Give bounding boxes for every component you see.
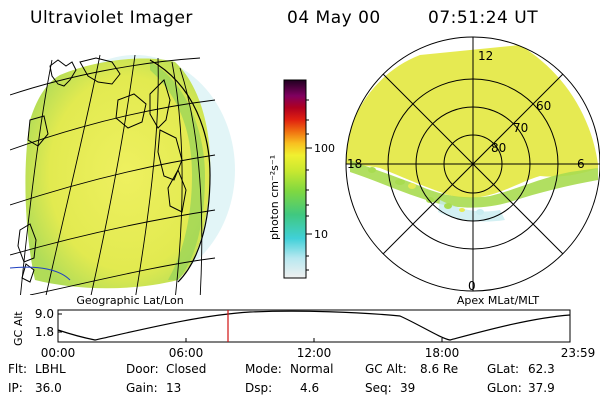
mlat-label-70: 70	[513, 121, 528, 135]
mlt-label-0: 0	[468, 279, 476, 293]
mlat-label-60: 60	[536, 99, 551, 113]
altitude-xtick: 23:59	[561, 346, 596, 360]
status-key-ip: IP:	[8, 381, 23, 395]
instrument-title: Ultraviolet Imager	[30, 8, 193, 28]
altitude-xtick: 12:00	[297, 346, 332, 360]
mlat-label-80: 80	[491, 141, 506, 155]
geographic-image	[10, 54, 235, 295]
colorbar-label: photon cm⁻²s⁻¹	[268, 155, 281, 240]
colorbar-tick-10: 10	[314, 228, 328, 241]
status-value-glon: 37.9	[528, 381, 555, 395]
colorbar	[283, 79, 307, 279]
left-panel-caption: Geographic Lat/Lon	[76, 294, 183, 307]
colorbar-ticks	[306, 99, 312, 271]
status-value-mode: Normal	[290, 362, 334, 376]
altitude-ytick-max: 9.0	[35, 307, 54, 321]
mlt-label-6: 6	[577, 157, 585, 171]
status-key-gain: Gain:	[126, 381, 158, 395]
altitude-xtick: 00:00	[41, 346, 76, 360]
status-value-gain: 13	[166, 381, 182, 395]
observation-time: 07:51:24 UT	[428, 8, 539, 28]
polar-grid	[345, 36, 600, 292]
status-key-mode: Mode:	[245, 362, 282, 376]
observation-date: 04 May 00	[287, 8, 381, 28]
status-key-seq: Seq:	[365, 381, 392, 395]
altitude-xtick: 18:00	[425, 346, 460, 360]
lat-lon-grid	[10, 54, 216, 295]
altitude-plot	[57, 309, 571, 343]
status-key-gc-alt: GC Alt:	[365, 362, 407, 376]
altitude-curve	[57, 310, 571, 341]
status-key-glon: GLon:	[487, 381, 522, 395]
status-key-dsp: Dsp:	[245, 381, 273, 395]
coastlines	[17, 57, 187, 283]
altitude-ytick-min: 1.8	[35, 325, 54, 339]
status-key-glat: GLat:	[487, 362, 520, 376]
mlt-label-18: 18	[347, 157, 362, 171]
status-value-glat: 62.3	[528, 362, 555, 376]
status-value-gc-alt: 8.6 Re	[420, 362, 459, 376]
colorbar-tick-100: 100	[314, 142, 335, 155]
status-value-dsp: 4.6	[300, 381, 320, 395]
altitude-ylabel: GC Alt	[12, 311, 25, 346]
altitude-xtick: 06:00	[169, 346, 204, 360]
status-value-ip: 36.0	[35, 381, 62, 395]
polar-image	[346, 45, 598, 222]
status-key-filter: Flt:	[8, 362, 27, 376]
status-value-door: Closed	[166, 362, 207, 376]
right-panel-caption: Apex MLat/MLT	[457, 294, 540, 307]
mlt-label-12: 12	[478, 49, 493, 63]
status-value-filter: LBHL	[35, 362, 66, 376]
status-key-door: Door:	[126, 362, 159, 376]
status-value-seq: 39	[400, 381, 416, 395]
